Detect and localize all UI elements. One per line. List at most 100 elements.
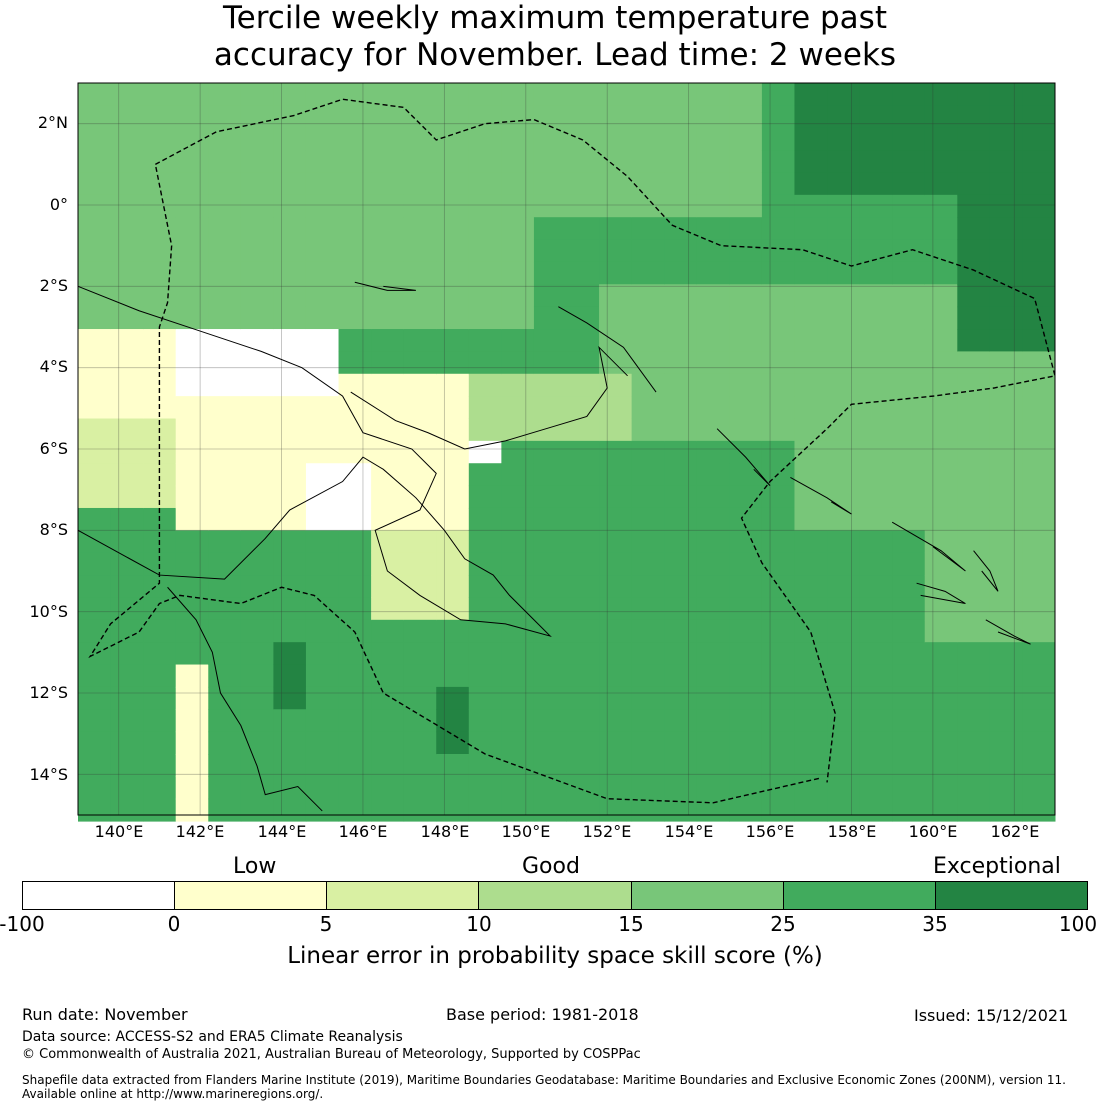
grid-cell <box>989 664 1023 688</box>
grid-cell <box>566 709 600 733</box>
grid-cell <box>696 194 730 218</box>
grid-cell <box>175 418 209 442</box>
grid-cell <box>273 261 307 285</box>
grid-cell <box>566 642 600 666</box>
grid-cell <box>664 597 698 621</box>
grid-cell <box>924 418 958 442</box>
grid-cell <box>924 396 958 419</box>
lat-label-0: 0° <box>49 195 68 214</box>
grid-cell <box>827 552 861 576</box>
grid-cell <box>664 239 698 263</box>
grid-cell <box>827 105 861 129</box>
grid-cell <box>794 686 828 710</box>
grid-cell <box>729 329 763 352</box>
grid-cell <box>305 619 340 643</box>
grid-cell <box>827 127 861 151</box>
grid-cell <box>924 709 958 733</box>
grid-cell <box>436 776 470 800</box>
grid-cell <box>599 396 633 419</box>
grid-cell <box>761 396 795 419</box>
grid-cell <box>664 351 698 375</box>
grid-cell <box>338 575 372 598</box>
grid-cell <box>892 575 926 598</box>
grid-cell <box>566 217 600 241</box>
grid-cell <box>338 329 372 352</box>
lat-label-12s: 12°S <box>29 683 68 702</box>
grid-cell <box>273 597 307 621</box>
grid-cell <box>892 552 926 576</box>
grid-cell <box>273 754 307 777</box>
grid-cell <box>208 619 242 643</box>
grid-cell <box>501 194 535 218</box>
grid-cell <box>403 731 437 755</box>
grid-cell <box>859 261 893 285</box>
colorbar-segment <box>934 882 1087 909</box>
grid-cell <box>924 463 958 487</box>
grid-cell <box>468 127 502 151</box>
grid-cell <box>924 127 958 151</box>
map-frame <box>77 82 1056 816</box>
grid-cell <box>794 418 828 442</box>
grid-cell <box>403 530 437 554</box>
colorbar <box>22 881 1088 910</box>
grid-cell <box>924 731 958 755</box>
grid-cell <box>729 150 763 173</box>
grid-cell <box>338 440 372 464</box>
grid-cell <box>989 776 1023 800</box>
grid-cell <box>305 373 340 397</box>
grid-cell <box>273 619 307 643</box>
grid-cell <box>501 172 535 196</box>
grid-cell <box>1022 619 1056 643</box>
grid-cell <box>729 798 763 822</box>
grid-cell <box>696 396 730 419</box>
grid-cell <box>631 463 665 487</box>
grid-cell <box>533 664 567 688</box>
grid-cell <box>859 619 893 643</box>
grid-cell <box>989 373 1023 397</box>
lon-label-154e: 154°E <box>664 822 714 841</box>
grid-cell <box>468 83 502 106</box>
grid-cell <box>859 709 893 733</box>
grid-cell <box>533 642 567 666</box>
grid-cell <box>78 440 112 464</box>
grid-cell <box>892 463 926 487</box>
grid-cell <box>501 575 535 598</box>
grid-cell <box>664 619 698 643</box>
grid-cell <box>794 709 828 733</box>
grid-cell <box>989 575 1023 598</box>
grid-cell <box>371 530 405 554</box>
grid-cell <box>1022 552 1056 576</box>
grid-cell <box>143 754 177 777</box>
coast-makira <box>985 619 1031 645</box>
grid-cell <box>208 440 242 464</box>
grid-cell <box>599 329 633 352</box>
grid-cell <box>533 127 567 151</box>
grid-cell <box>143 284 177 308</box>
grid-cell <box>436 731 470 755</box>
grid-cell <box>143 351 177 375</box>
grid-cell <box>436 575 470 598</box>
grid-cell <box>794 261 828 285</box>
copyright: © Commonwealth of Australia 2021, Austra… <box>22 1047 641 1062</box>
grid-cell <box>110 373 144 397</box>
grid-cell <box>240 396 274 419</box>
grid-cell <box>892 664 926 688</box>
grid-cell <box>468 754 502 777</box>
grid-cell <box>78 329 112 352</box>
grid-cell <box>761 731 795 755</box>
grid-cell <box>110 642 144 666</box>
grid-cell <box>696 418 730 442</box>
grid-cell <box>208 284 242 308</box>
grid-cell <box>338 642 372 666</box>
grid-cell <box>110 798 144 822</box>
grid-cell <box>175 329 209 352</box>
grid-cell <box>859 798 893 822</box>
grid-cell <box>989 351 1023 375</box>
grid-cell <box>859 306 893 330</box>
grid-cell <box>273 664 307 688</box>
grid-cell <box>240 284 274 308</box>
grid-cell <box>468 798 502 822</box>
grid-cell <box>240 194 274 218</box>
grid-cell <box>468 530 502 554</box>
grid-cell <box>208 396 242 419</box>
